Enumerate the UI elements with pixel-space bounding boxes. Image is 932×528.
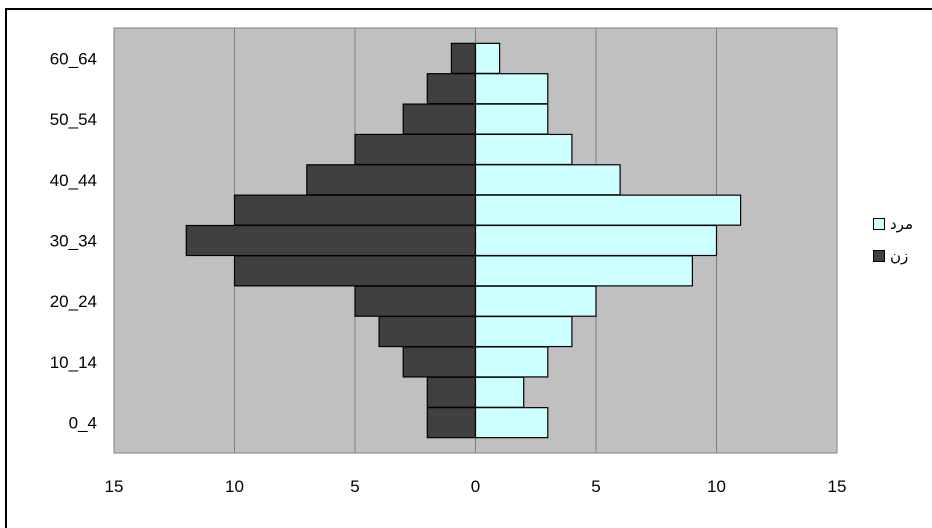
- bar-female: [233, 255, 477, 287]
- y-axis-labels: 0_4 10_14 20_24 30_34 40_44 50_54 60_64: [50, 49, 97, 432]
- bar-male: [474, 73, 549, 105]
- bar-male: [474, 315, 573, 348]
- bar-female: [185, 224, 477, 257]
- x-tick-label: 15: [828, 477, 847, 496]
- bar-female: [402, 103, 477, 135]
- bar-male: [474, 376, 525, 408]
- bar-male: [474, 164, 621, 196]
- y-tick-label: 40_44: [50, 171, 97, 190]
- bar-male: [474, 103, 549, 135]
- bar-female: [450, 42, 477, 74]
- y-tick-label: 0_4: [69, 414, 97, 433]
- bar-female: [402, 346, 477, 378]
- bar-male: [474, 133, 573, 166]
- x-tick-label: 10: [225, 477, 244, 496]
- x-tick-label: 5: [591, 477, 600, 496]
- x-tick-label: 15: [105, 477, 124, 496]
- legend-label-male: مرد: [890, 215, 913, 233]
- bar-male: [474, 407, 549, 439]
- bar-male: [474, 224, 718, 257]
- bar-male: [474, 255, 693, 287]
- bar-female: [378, 315, 477, 348]
- y-tick-label: 50_54: [50, 110, 97, 129]
- bar-male: [474, 285, 597, 317]
- y-tick-label: 10_14: [50, 353, 97, 372]
- chart-frame: [5, 8, 932, 528]
- bar-male: [474, 346, 549, 378]
- x-axis-labels: 15 10 5 0 5 10 15: [105, 477, 847, 496]
- legend-label-female: زن: [890, 247, 909, 265]
- legend-swatch-male: [873, 218, 885, 230]
- x-tick-label: 5: [350, 477, 359, 496]
- bar-female: [426, 376, 477, 408]
- legend-item-male: مرد: [873, 208, 932, 240]
- x-tick-label: 10: [707, 477, 726, 496]
- bar-female: [426, 407, 477, 439]
- bar-male: [474, 194, 742, 226]
- y-tick-label: 30_34: [50, 232, 97, 251]
- bar-female: [354, 285, 477, 317]
- bars: [185, 42, 742, 439]
- bar-female: [233, 194, 477, 226]
- legend: مرد زن: [873, 208, 932, 272]
- y-tick-label: 20_24: [50, 292, 97, 311]
- bar-female: [306, 164, 477, 196]
- y-tick-label: 60_64: [50, 49, 97, 68]
- bar-female: [426, 73, 477, 105]
- legend-item-female: زن: [873, 240, 932, 272]
- x-tick-label: 0: [471, 477, 480, 496]
- legend-swatch-female: [873, 250, 885, 262]
- bar-male: [474, 42, 501, 74]
- bar-female: [354, 133, 477, 166]
